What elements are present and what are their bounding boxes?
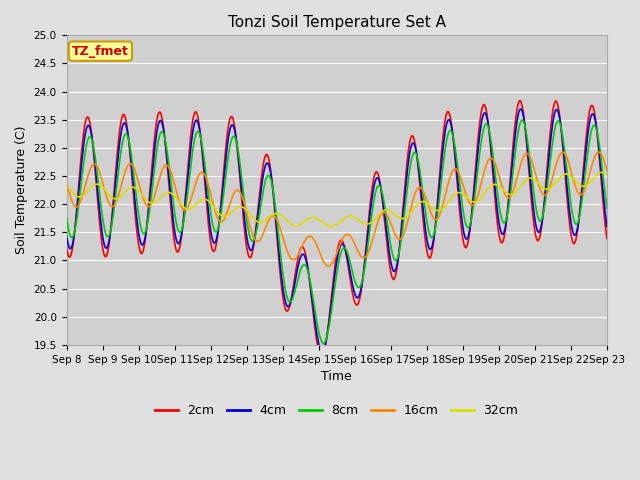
X-axis label: Time: Time [321, 370, 352, 383]
Legend: 2cm, 4cm, 8cm, 16cm, 32cm: 2cm, 4cm, 8cm, 16cm, 32cm [150, 399, 524, 422]
Text: TZ_fmet: TZ_fmet [72, 45, 129, 58]
Y-axis label: Soil Temperature (C): Soil Temperature (C) [15, 126, 28, 254]
Title: Tonzi Soil Temperature Set A: Tonzi Soil Temperature Set A [228, 15, 445, 30]
